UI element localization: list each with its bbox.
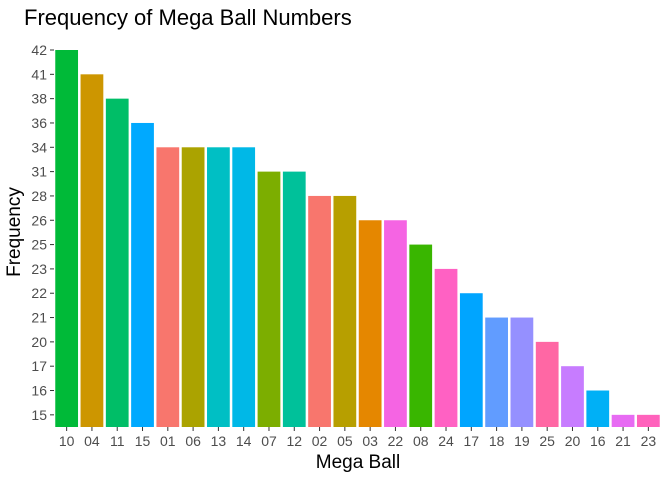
y-tick-label: 36	[31, 115, 47, 131]
x-tick-label: 11	[110, 433, 125, 449]
bar-08	[409, 244, 433, 427]
y-tick-label: 31	[31, 164, 47, 180]
y-tick-label: 23	[31, 261, 47, 277]
x-tick-label: 05	[337, 433, 353, 449]
bar-12	[282, 171, 306, 427]
bar-23	[636, 414, 660, 427]
bar-24	[434, 268, 458, 427]
y-tick-label: 20	[31, 334, 47, 350]
y-tick-label: 26	[31, 212, 47, 228]
bar-14	[232, 147, 256, 427]
x-tick-label: 19	[514, 433, 530, 449]
bar-15	[131, 122, 154, 427]
bar-25	[535, 341, 559, 427]
bar-18	[485, 317, 508, 427]
y-tick-label: 28	[31, 188, 47, 204]
bar-22	[384, 220, 407, 427]
y-tick-label: 38	[31, 91, 47, 107]
x-tick-label: 08	[413, 433, 429, 449]
y-axis: 15 16 17 20 21 22 23 25 26 28 31 34 36 38 41 42	[31, 42, 54, 423]
x-tick-label: 20	[565, 433, 581, 449]
bar-03	[358, 220, 382, 427]
x-tick-label: 24	[438, 433, 454, 449]
bar-21	[611, 414, 635, 427]
x-tick-label: 13	[211, 433, 227, 449]
x-tick-label: 10	[59, 433, 75, 449]
y-tick-label: 42	[31, 42, 47, 58]
x-tick-label: 25	[539, 433, 555, 449]
x-tick-label: 23	[641, 433, 657, 449]
x-tick-label: 16	[590, 433, 606, 449]
y-tick-label: 15	[31, 407, 47, 423]
x-tick-label: 07	[261, 433, 277, 449]
y-tick-label: 17	[31, 358, 47, 374]
bar-07	[257, 171, 281, 427]
x-tick-label: 03	[362, 433, 378, 449]
y-tick-label: 25	[31, 237, 47, 253]
x-tick-label: 01	[160, 433, 176, 449]
bar-17	[459, 293, 483, 427]
x-tick-label: 15	[135, 433, 151, 449]
y-axis-title: Frequency	[4, 187, 25, 277]
x-tick-label: 12	[286, 433, 302, 449]
bar-06	[181, 147, 205, 427]
x-tick-label: 21	[615, 433, 631, 449]
bar-16	[586, 390, 610, 427]
bar-11	[105, 98, 129, 427]
bar-10	[55, 50, 79, 427]
x-axis-title: Mega Ball	[316, 452, 401, 473]
chart-title: Frequency of Mega Ball Numbers	[24, 5, 352, 30]
y-tick-label: 21	[31, 310, 47, 326]
bar-20	[561, 366, 584, 427]
bar-04	[80, 74, 104, 428]
bar-05	[333, 195, 357, 427]
y-tick-label: 22	[31, 285, 47, 301]
bar-02	[308, 195, 331, 427]
y-tick-label: 34	[31, 139, 47, 155]
x-tick-label: 14	[236, 433, 252, 449]
y-tick-label: 16	[31, 383, 47, 399]
x-tick-label: 18	[489, 433, 505, 449]
bar-19	[510, 317, 534, 427]
x-axis: 10 04 11 15 01 06 13 14 07 12 02 05 03 22 08 24 17 18 19 25…	[59, 427, 656, 449]
x-tick-label: 22	[388, 433, 404, 449]
bars-group	[55, 50, 660, 428]
x-tick-label: 04	[84, 433, 100, 449]
y-tick-label: 41	[31, 66, 47, 82]
x-tick-label: 06	[185, 433, 201, 449]
bar-01	[156, 147, 180, 427]
bar-13	[207, 147, 230, 427]
x-tick-label: 17	[464, 433, 480, 449]
x-tick-label: 02	[312, 433, 328, 449]
